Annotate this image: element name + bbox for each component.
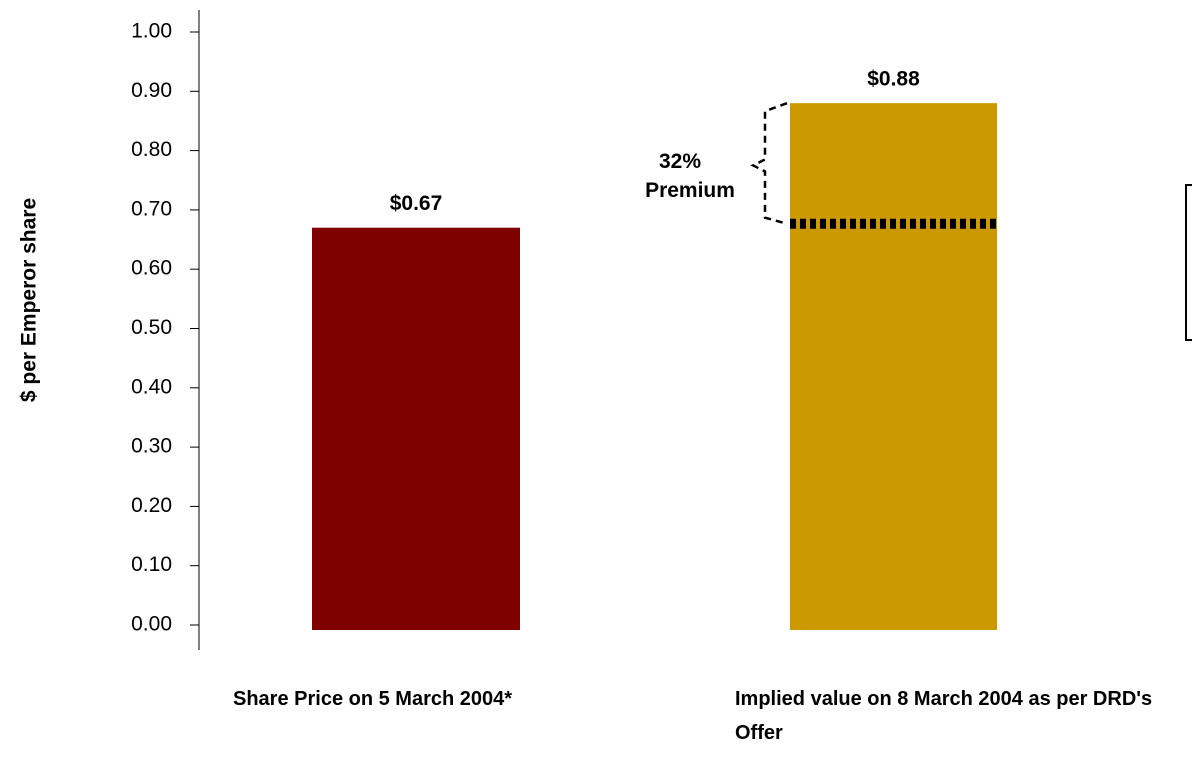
y-tick-label: 1.00 (131, 20, 172, 43)
annotation: Premium (645, 179, 735, 202)
y-tick-label: 0.50 (131, 316, 172, 339)
x-tick-label: Implied value on 8 March 2004 as per DRD… (735, 688, 1153, 744)
y-tick-label: 0.10 (131, 553, 172, 576)
data-label: $0.88 (867, 68, 920, 91)
y-tick-label: 0.70 (131, 197, 172, 220)
y-tick-label: 0.60 (131, 257, 172, 280)
y-tick-label: 0.90 (131, 79, 172, 102)
y-tick-label: 0.30 (131, 435, 172, 458)
annotation: 32% (659, 150, 701, 173)
y-tick-label: 0.20 (131, 494, 172, 517)
y-tick-label: 0.00 (131, 613, 172, 636)
data-label: $0.67 (390, 192, 443, 215)
y-tick-label: 0.40 (131, 375, 172, 398)
y-tick-label: 0.80 (131, 138, 172, 161)
box-fragment (1185, 184, 1192, 341)
x-tick-label: Share Price on 5 March 2004* (233, 688, 513, 710)
bar (790, 103, 997, 630)
bar (312, 227, 520, 630)
premium-brace (750, 101, 788, 225)
y-axis-label: $ per Emperor share (18, 198, 41, 402)
